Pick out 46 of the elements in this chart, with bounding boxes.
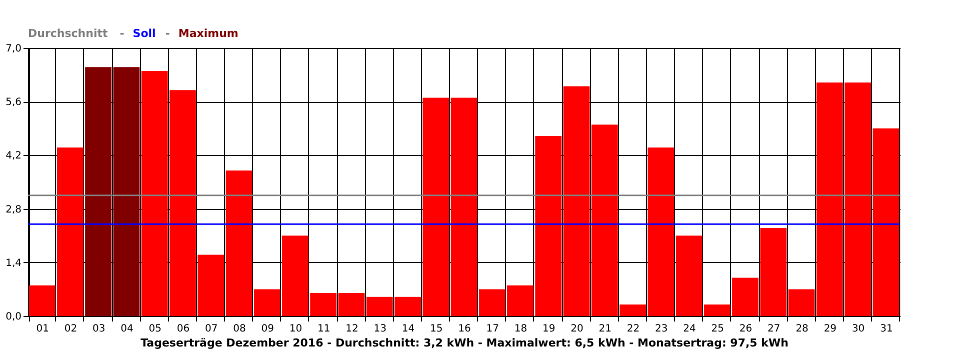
x-tick-label: 26	[739, 324, 752, 334]
x-tick-label: 29	[824, 324, 837, 334]
x-tick-label: 03	[92, 324, 106, 334]
x-tick-label: 27	[768, 324, 780, 334]
x-tick-label: 11	[317, 324, 330, 334]
x-axis-title: Tageserträge Dezember 2016 - Durchschnitt: 3,2 kWh - Maximalwert: 6,5 kWh - Monatsertrag: 97,5 kWh	[140, 336, 788, 350]
x-tick-label: 14	[402, 324, 415, 334]
bar	[563, 86, 590, 316]
y-tick-label: 1,4	[6, 258, 22, 269]
x-tick-label: 22	[626, 324, 640, 334]
x-tick-label: 06	[176, 324, 190, 334]
x-tick-label: 10	[289, 324, 302, 334]
text: Maximum	[178, 27, 238, 40]
bar	[338, 293, 365, 316]
y-tick-label: 4,2	[6, 150, 22, 162]
x-tick-label: 08	[233, 324, 246, 334]
x-tick-label: 04	[120, 324, 134, 334]
x-tick-label: 12	[346, 324, 358, 334]
x-tick-label: 05	[148, 324, 162, 334]
x-tick-label: 13	[374, 324, 386, 334]
x-tick-label: 25	[711, 324, 724, 334]
x-tick-label: 17	[486, 324, 499, 334]
ref-line-label: Durchschnitt	[28, 27, 108, 40]
x-tick-label: 07	[204, 324, 218, 334]
x-tick-label: 21	[598, 324, 612, 334]
x-tick-label: 18	[514, 324, 528, 334]
x-tick-label: 31	[880, 324, 893, 334]
ref-line-label: Soll	[132, 27, 156, 40]
x-tick-label: 24	[683, 324, 696, 334]
x-tick-label: 15	[430, 324, 443, 334]
x-tick-label: 30	[852, 324, 865, 334]
x-tick-label: 28	[796, 324, 808, 334]
y-tick-label: 7,0	[6, 44, 22, 54]
y-tick-label: 2,8	[6, 204, 22, 216]
x-tick-label: 02	[64, 324, 78, 334]
x-tick-label: 09	[261, 324, 274, 334]
x-tick-label: 01	[36, 324, 49, 334]
x-tick-label: 19	[542, 324, 556, 334]
x-tick-label: 23	[655, 324, 668, 334]
text: -	[120, 27, 124, 40]
text: -	[165, 27, 170, 40]
x-tick-label: 20	[570, 324, 584, 334]
x-tick-label: 16	[458, 324, 471, 334]
y-tick-label: 5,6	[6, 97, 22, 108]
bar	[450, 98, 478, 316]
y-tick-label: 0,0	[6, 312, 22, 322]
